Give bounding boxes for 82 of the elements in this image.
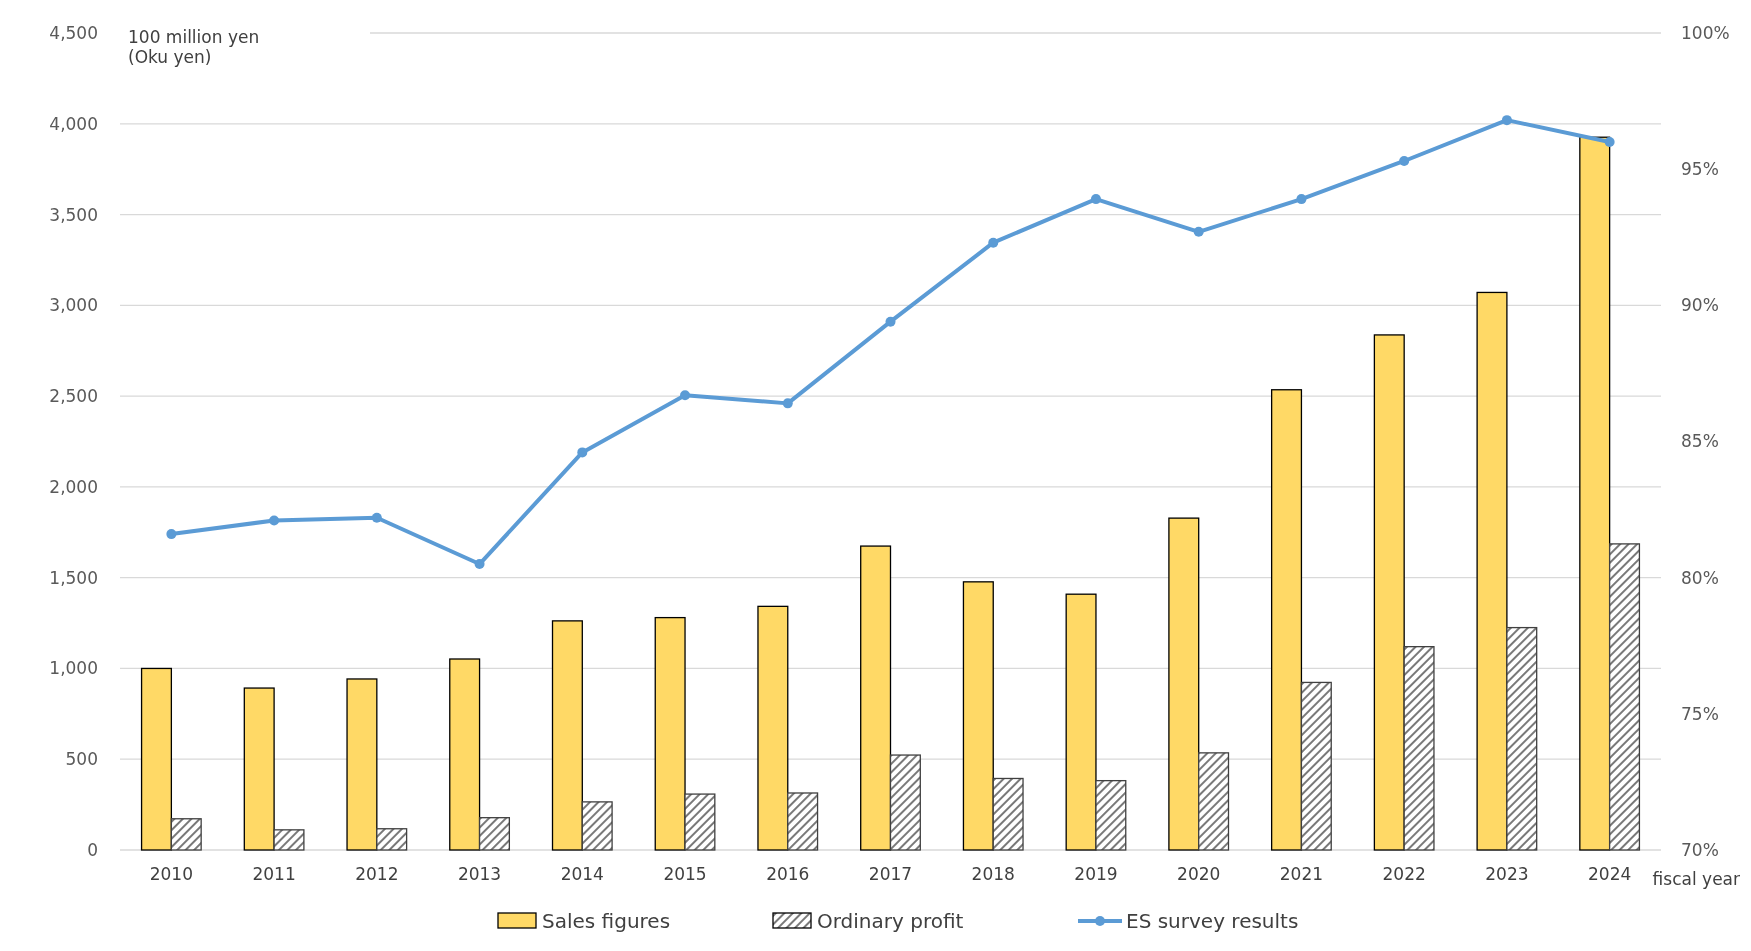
bar (1300, 681, 1332, 851)
x-tick-label: 2020 (1177, 864, 1221, 884)
y-tick-label: 2,500 (49, 386, 98, 407)
bar (654, 616, 686, 851)
point (1399, 156, 1410, 166)
bar (1403, 646, 1435, 851)
point (782, 398, 793, 409)
y-tick-label: 3,000 (49, 295, 98, 316)
x-tick-label: 2010 (149, 864, 193, 884)
point (371, 512, 382, 523)
bar (376, 828, 408, 851)
x-tick-label: 2023 (1485, 864, 1529, 884)
x-tick-label: 2011 (252, 864, 296, 884)
bar (346, 678, 378, 851)
bar (581, 801, 613, 851)
bar (1065, 593, 1097, 851)
point (577, 447, 588, 458)
bar (273, 829, 305, 851)
bar (1579, 136, 1611, 851)
bar (889, 754, 921, 851)
y-axis-title: 100 million yen (Oku yen) (128, 27, 260, 67)
bar (1608, 543, 1641, 851)
y-tick-label: 500 (65, 749, 98, 770)
point (1604, 136, 1615, 147)
bar (1270, 389, 1303, 851)
x-tick-label: 2016 (766, 864, 810, 884)
bar (684, 793, 716, 851)
y2-tick-label: 75% (1681, 703, 1719, 724)
bar (1476, 291, 1508, 851)
point (1090, 194, 1101, 205)
y-tick-label: 0 (87, 839, 98, 860)
y2-tick-label: 80% (1681, 567, 1719, 588)
point (1501, 115, 1512, 126)
bar (1198, 752, 1230, 851)
y-tick-label: 3,500 (49, 204, 98, 225)
point (885, 316, 896, 327)
legend-label: Sales figures (542, 909, 671, 933)
y2-tick-label: 95% (1681, 159, 1719, 180)
x-tick-label: 2015 (663, 864, 707, 884)
bar (962, 581, 994, 851)
legend-label: Ordinary profit (817, 909, 964, 933)
x-axis-title: fiscal year (1652, 869, 1740, 889)
point (988, 237, 999, 248)
point (269, 515, 280, 526)
x-tick-label: 2017 (868, 864, 913, 884)
x-tick-label: 2014 (560, 864, 604, 884)
y2-tick-label: 70% (1681, 839, 1719, 860)
y-tick-label: 1,000 (49, 658, 98, 679)
x-tick-label: 2013 (457, 864, 502, 884)
point (1296, 194, 1307, 205)
x-tick-label: 2024 (1588, 864, 1632, 884)
bar (551, 620, 583, 851)
bar (140, 667, 173, 851)
bar (478, 817, 511, 851)
bar (860, 545, 892, 851)
legend-label: ES survey results (1126, 909, 1299, 933)
bar (757, 605, 789, 851)
y-tick-label: 4,500 (49, 22, 98, 43)
bar (1168, 517, 1200, 851)
bar (1095, 780, 1127, 851)
bar (449, 658, 481, 851)
x-tick-label: 2022 (1382, 864, 1426, 884)
bar (243, 687, 275, 851)
x-tick-label: 2012 (355, 864, 399, 884)
x-tick-label: 2018 (971, 864, 1015, 884)
x-tick-label: 2021 (1279, 864, 1324, 884)
bar (170, 818, 202, 851)
bar (992, 777, 1024, 851)
bar (787, 792, 819, 851)
x-tick-label: 2019 (1074, 864, 1118, 884)
y-tick-label: 2,000 (49, 476, 98, 497)
bar (1373, 334, 1405, 851)
y-tick-label: 4,000 (49, 113, 98, 134)
y-tick-label: 1,500 (49, 567, 98, 588)
y2-tick-label: 90% (1681, 295, 1719, 316)
bar (1506, 626, 1538, 851)
point (166, 529, 177, 540)
point (474, 559, 485, 570)
point (1193, 226, 1204, 237)
y2-tick-label: 85% (1681, 431, 1719, 452)
point (680, 390, 691, 401)
y2-tick-label: 100% (1681, 22, 1730, 43)
